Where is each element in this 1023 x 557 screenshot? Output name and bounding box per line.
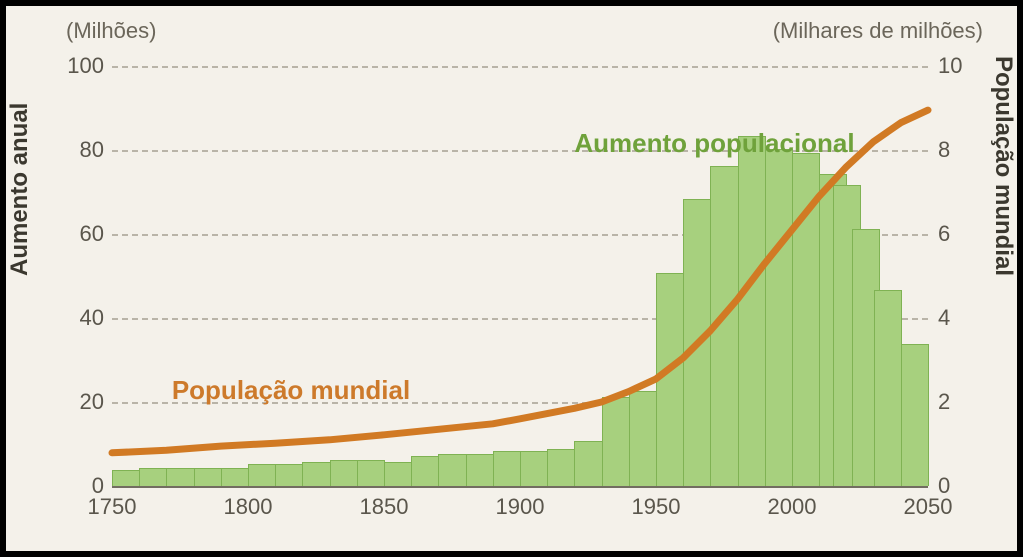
y-left-tick: 100: [54, 53, 104, 79]
x-tick: 2050: [888, 494, 968, 520]
x-tick: 1750: [72, 494, 152, 520]
y-right-tick: 6: [938, 221, 950, 247]
y-right-tick: 2: [938, 389, 950, 415]
y-left-tick: 40: [54, 305, 104, 331]
chart-frame: (Milhões) (Milhares de milhões) Aumento …: [0, 0, 1023, 557]
y-left-tick: 60: [54, 221, 104, 247]
x-axis-line: [112, 486, 928, 488]
y-right-tick: 10: [938, 53, 962, 79]
x-tick: 1800: [208, 494, 288, 520]
y-left-tick: 80: [54, 137, 104, 163]
line-series-label: População mundial: [172, 375, 410, 406]
y-left-tick: 20: [54, 389, 104, 415]
y-right-tick: 4: [938, 305, 950, 331]
x-tick: 1950: [616, 494, 696, 520]
x-tick: 1850: [344, 494, 424, 520]
y-left-unit: (Milhões): [66, 18, 156, 44]
y-right-unit: (Milhares de milhões): [773, 18, 983, 44]
x-tick: 2000: [752, 494, 832, 520]
x-tick: 1900: [480, 494, 560, 520]
y-right-axis-label: População mundial: [989, 56, 1017, 276]
y-right-tick: 8: [938, 137, 950, 163]
y-left-axis-label: Aumento anual: [6, 103, 34, 276]
bars-series-label: Aumento populacional: [574, 128, 854, 159]
